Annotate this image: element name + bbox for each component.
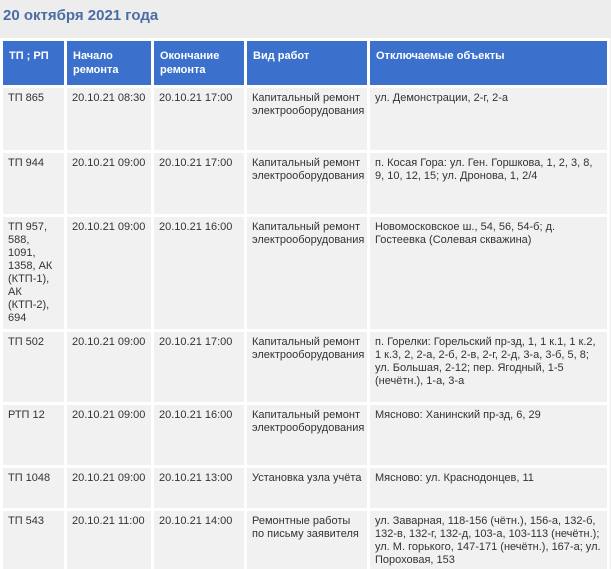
col-header-tp-rp: ТП ; РП (3, 41, 64, 85)
cell-start: 20.10.21 09:00 (67, 468, 151, 508)
cell-tp: ТП 543 (3, 511, 64, 569)
cell-tp: ТП 1048 (3, 468, 64, 508)
cell-end: 20.10.21 17:00 (154, 88, 244, 150)
cell-objects: Мясново: Ханинский пр-зд, 6, 29 (370, 405, 607, 465)
cell-start: 20.10.21 09:00 (67, 332, 151, 402)
cell-work: Капитальный ремонт электрооборудования (247, 217, 367, 329)
cell-tp: ТП 944 (3, 153, 64, 214)
page-title: 20 октября 2021 года (3, 7, 159, 24)
table-row: РТП 12 20.10.21 09:00 20.10.21 16:00 Капита… (3, 405, 607, 465)
cell-objects: Новомосковское ш., 54, 56, 54-б; д. Гост… (370, 217, 607, 329)
cell-start: 20.10.21 09:00 (67, 153, 151, 214)
cell-end: 20.10.21 17:00 (154, 153, 244, 214)
cell-tp: ТП 865 (3, 88, 64, 150)
cell-work: Капитальный ремонт электрооборудования (247, 405, 367, 465)
outage-table: ТП ; РП Начало ремонта Окончание ремонта… (0, 38, 610, 569)
cell-end: 20.10.21 13:00 (154, 468, 244, 508)
cell-objects: ул. Заварная, 118-156 (чётн.), 156-а, 13… (370, 511, 607, 569)
cell-end: 20.10.21 14:00 (154, 511, 244, 569)
cell-tp: ТП 502 (3, 332, 64, 402)
cell-objects: п. Косая Гора: ул. Ген. Горшкова, 1, 2, … (370, 153, 607, 214)
table-row: ТП 1048 20.10.21 09:00 20.10.21 13:00 Устан… (3, 468, 607, 508)
cell-objects: ул. Демонстрации, 2-г, 2-а (370, 88, 607, 150)
cell-objects: п. Горелки: Горельский пр-зд, 1, 1 к.1, … (370, 332, 607, 402)
cell-work: Капитальный ремонт электрооборудования (247, 332, 367, 402)
cell-start: 20.10.21 08:30 (67, 88, 151, 150)
cell-start: 20.10.21 11:00 (67, 511, 151, 569)
table-row: ТП 957, 588, 1091, 1358, АК (КТП-1), АК … (3, 217, 607, 329)
cell-tp: ТП 957, 588, 1091, 1358, АК (КТП-1), АК … (3, 217, 64, 329)
table-row: ТП 543 20.10.21 11:00 20.10.21 14:00 Ремонт… (3, 511, 607, 569)
cell-tp: РТП 12 (3, 405, 64, 465)
col-header-work-type: Вид работ (247, 41, 367, 85)
cell-end: 20.10.21 17:00 (154, 332, 244, 402)
col-header-repair-start: Начало ремонта (67, 41, 151, 85)
cell-end: 20.10.21 16:00 (154, 217, 244, 329)
table-row: ТП 502 20.10.21 09:00 20.10.21 17:00 Капита… (3, 332, 607, 402)
cell-start: 20.10.21 09:00 (67, 217, 151, 329)
table-row: ТП 944 20.10.21 09:00 20.10.21 17:00 Капита… (3, 153, 607, 214)
cell-start: 20.10.21 09:00 (67, 405, 151, 465)
table-row: ТП 865 20.10.21 08:30 20.10.21 17:00 Капита… (3, 88, 607, 150)
cell-end: 20.10.21 16:00 (154, 405, 244, 465)
cell-work: Установка узла учёта (247, 468, 367, 508)
table-header-row: ТП ; РП Начало ремонта Окончание ремонта… (3, 41, 607, 85)
cell-work: Ремонтные работы по письму заявителя (247, 511, 367, 569)
cell-work: Капитальный ремонт электрооборудования (247, 88, 367, 150)
cell-work: Капитальный ремонт электрооборудования (247, 153, 367, 214)
outage-table-body: ТП 865 20.10.21 08:30 20.10.21 17:00 Капита… (3, 88, 607, 569)
col-header-disconnected-objects: Отключаемые объекты (370, 41, 607, 85)
col-header-repair-end: Окончание ремонта (154, 41, 244, 85)
cell-objects: Мясново: ул. Краснодонцев, 11 (370, 468, 607, 508)
